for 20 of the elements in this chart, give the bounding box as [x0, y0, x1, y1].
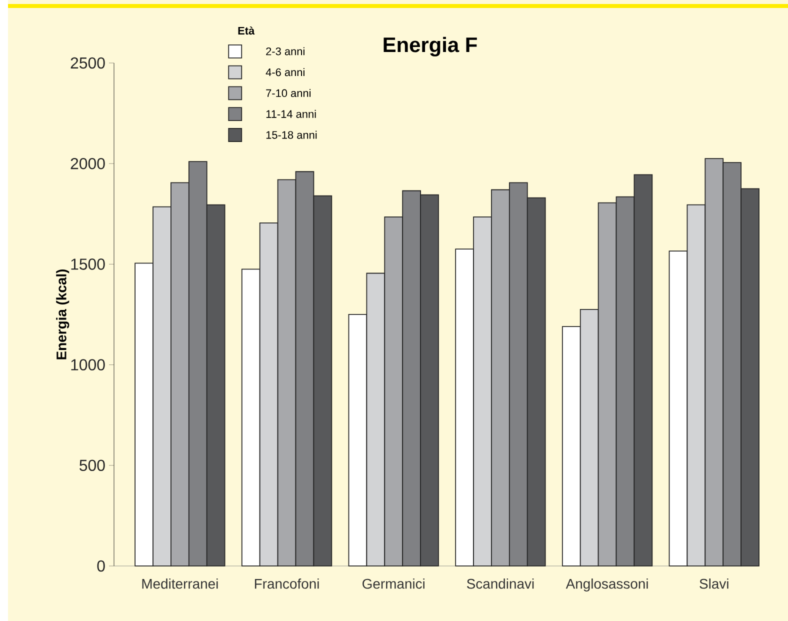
y-tick-label: 1000 [71, 359, 105, 370]
y-tick-label: 500 [80, 460, 105, 472]
legend-label: 4-6 anni [266, 68, 304, 76]
y-tick-label: 0 [97, 560, 105, 572]
y-axis-title: Energia (kcal) [56, 269, 70, 360]
x-tick-label: Scandinavi [466, 578, 534, 589]
legend-label: 15-18 anni [266, 130, 317, 139]
x-tick-label: Francofoni [254, 578, 319, 589]
legend-label: 2-3 anni [266, 47, 304, 56]
legend-title: Età [238, 26, 255, 35]
legend-label: 7-10 anni [266, 88, 311, 98]
x-tick-label: Anglosassoni [566, 578, 648, 592]
y-tick-label: 2500 [70, 57, 105, 69]
legend-label: 11-14 anni [266, 110, 316, 118]
x-tick-label: Mediterranei [142, 578, 218, 589]
y-tick-label: 1500 [71, 258, 105, 270]
y-tick-label: 2000 [70, 158, 105, 170]
x-tick-label: Slavi [700, 578, 728, 589]
chart-title: Energia F [384, 36, 477, 56]
x-tick-label: Germanici [362, 578, 424, 589]
